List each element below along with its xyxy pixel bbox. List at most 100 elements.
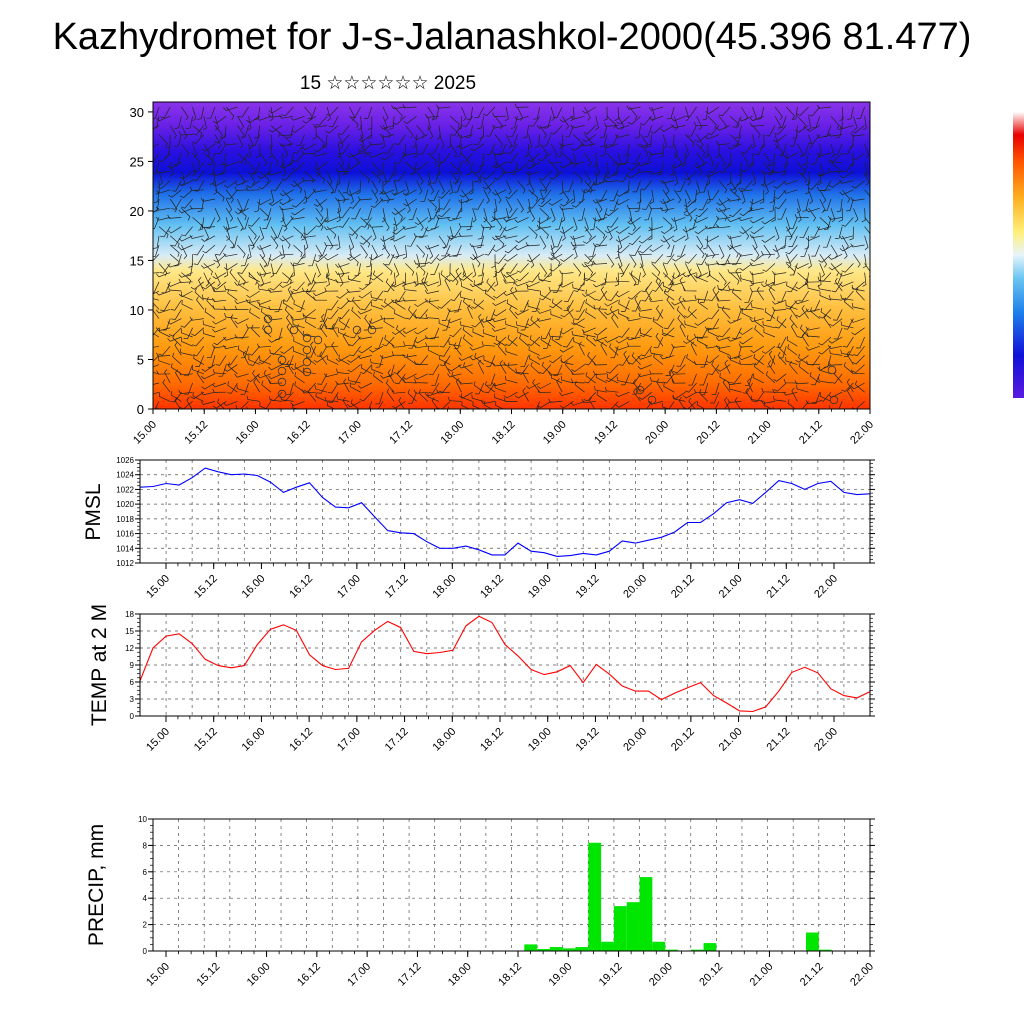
wind-barb xyxy=(357,116,362,131)
wind-barb xyxy=(201,294,216,301)
wind-barb xyxy=(290,364,305,371)
wind-barb xyxy=(385,379,395,393)
wind-barb xyxy=(738,115,753,122)
wind-barb xyxy=(727,381,742,386)
wind-barb xyxy=(572,198,585,208)
wind-barb xyxy=(559,401,574,409)
x-tick-label: 17.00 xyxy=(336,419,364,447)
wind-barb xyxy=(638,235,653,244)
wind-barb xyxy=(287,286,294,301)
wind-barb xyxy=(749,318,764,322)
wind-barb xyxy=(466,162,473,175)
wind-barb xyxy=(455,378,462,393)
wind-barb xyxy=(769,198,776,213)
wind-barb xyxy=(282,298,294,310)
wind-barb xyxy=(482,106,496,117)
wind-barb xyxy=(702,106,709,121)
wind-barb xyxy=(503,226,518,232)
precip-bar xyxy=(665,949,678,951)
wind-barb xyxy=(560,376,574,384)
wind-barb xyxy=(214,134,222,149)
wind-barb xyxy=(663,382,675,393)
wind-barb xyxy=(681,152,686,167)
wind-barb xyxy=(768,162,776,175)
pmsl-axis-label: PMSL xyxy=(82,483,105,540)
wind-barb xyxy=(615,161,630,166)
wind-barb xyxy=(605,373,619,383)
wind-barb xyxy=(536,224,552,229)
wind-barb xyxy=(525,382,540,389)
wind-barb xyxy=(324,242,339,247)
wind-barb xyxy=(593,361,608,366)
wind-barb xyxy=(414,272,419,287)
wind-barb xyxy=(351,306,361,319)
wind-barb xyxy=(811,152,821,165)
wind-barb xyxy=(395,298,406,310)
wind-barb xyxy=(864,217,870,230)
wind-barb xyxy=(402,225,417,230)
wind-barb xyxy=(326,106,331,122)
wind-barb xyxy=(214,189,225,202)
y-tick-label: 0 xyxy=(130,712,135,721)
wind-barb xyxy=(626,204,641,209)
wind-barb xyxy=(304,171,315,184)
panel-frame xyxy=(152,818,871,952)
wind-barb xyxy=(259,402,268,409)
wind-barb xyxy=(158,345,171,356)
x-tick-label: 17.12 xyxy=(383,726,411,754)
wind-barb xyxy=(527,152,541,162)
wind-barb xyxy=(183,327,193,340)
wind-barb xyxy=(268,253,283,261)
wind-barb xyxy=(439,355,451,365)
wind-barb xyxy=(181,337,193,347)
wind-barb xyxy=(749,280,764,285)
wind-barb xyxy=(301,287,316,292)
wind-barb xyxy=(384,171,395,183)
wind-barb xyxy=(549,299,563,309)
x-tick-label: 21.00 xyxy=(748,961,776,989)
x-tick-label: 19.00 xyxy=(526,726,554,754)
wind-barb xyxy=(196,369,205,384)
wind-barb xyxy=(628,235,641,246)
wind-barb xyxy=(459,272,473,281)
wind-barb xyxy=(773,180,787,189)
x-tick-label: 16.12 xyxy=(295,961,323,989)
wind-barb xyxy=(727,235,742,239)
wind-barb xyxy=(637,161,652,167)
wind-barb xyxy=(247,345,261,356)
wind-barb xyxy=(731,288,742,301)
wind-barb xyxy=(634,198,641,213)
wind-barb xyxy=(283,272,294,284)
wind-barb xyxy=(170,363,182,375)
wind-barb xyxy=(191,327,205,337)
wind-barb xyxy=(741,152,749,167)
wind-barb xyxy=(428,298,440,310)
wind-barb xyxy=(752,355,765,366)
wind-barb xyxy=(427,171,432,186)
wind-barb xyxy=(796,198,801,214)
wind-barb xyxy=(367,125,373,140)
wind-barb xyxy=(382,106,389,122)
wind-barb xyxy=(843,346,854,358)
wind-barb xyxy=(548,286,563,292)
wind-barb xyxy=(639,329,652,338)
wind-barb xyxy=(622,143,630,157)
wind-barb xyxy=(490,208,496,222)
wind-barb xyxy=(436,253,451,261)
wind-barb xyxy=(856,106,865,119)
wind-barb xyxy=(627,217,641,225)
wind-barb xyxy=(794,263,809,270)
wind-barb xyxy=(384,335,395,347)
wind-barb xyxy=(350,373,361,385)
wind-barb xyxy=(369,345,384,353)
wind-barb xyxy=(706,189,711,204)
wind-barb xyxy=(526,253,541,263)
wind-barb xyxy=(359,364,373,375)
wind-barb xyxy=(573,152,578,168)
wind-barb xyxy=(167,318,182,325)
wind-barb xyxy=(370,301,384,310)
wind-barb xyxy=(504,253,518,262)
wind-barb xyxy=(851,411,864,418)
wind-barb xyxy=(685,189,691,204)
wind-barb xyxy=(234,299,249,305)
